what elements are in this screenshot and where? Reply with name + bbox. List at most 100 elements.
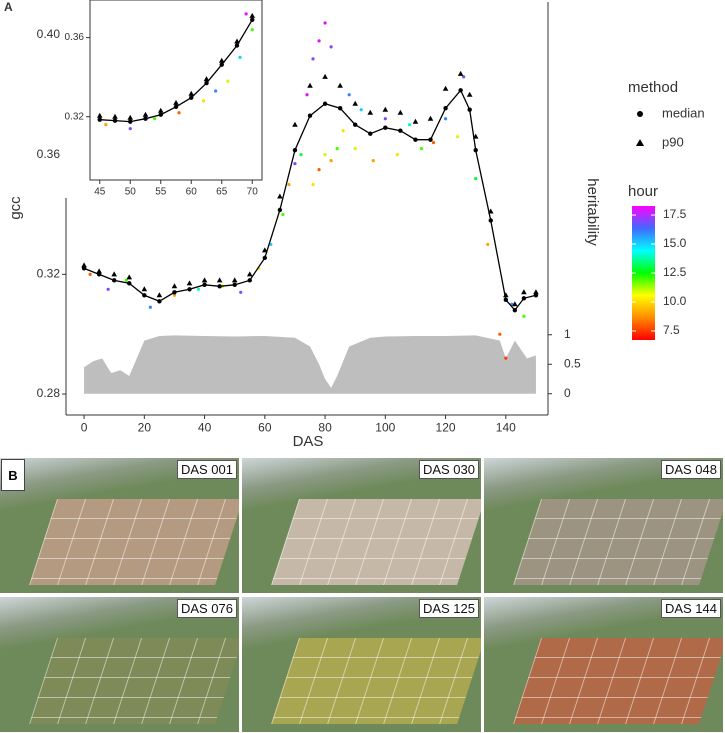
- median-marker: [458, 88, 463, 93]
- hour-point: [347, 93, 351, 97]
- median-marker: [307, 113, 313, 118]
- hour-point: [329, 159, 333, 163]
- median-marker: [277, 207, 283, 213]
- p90-marker: [218, 57, 225, 63]
- p90-marker: [521, 289, 527, 295]
- p90-marker: [157, 107, 164, 113]
- hour-point: [311, 182, 315, 187]
- colorbar-tick-label: 10.0: [663, 294, 687, 308]
- p90-marker: [466, 91, 473, 97]
- hour-point: [104, 123, 108, 127]
- y-tick-label: 0.32: [37, 267, 61, 281]
- p90-marker: [126, 274, 133, 280]
- hour-point: [407, 123, 412, 127]
- p90-marker: [186, 280, 193, 286]
- p90-marker: [382, 106, 389, 112]
- field: [512, 498, 723, 585]
- median-marker: [322, 101, 328, 106]
- y2-tick-label: 1: [564, 327, 571, 341]
- colorbar: [632, 206, 655, 340]
- p90-marker: [262, 247, 268, 253]
- plot-0: 0 0.5 1 0 20 40 60 80 100 120 140 0.28 0.32 0.36 0.40: [37, 2, 581, 434]
- median-marker: [234, 43, 240, 48]
- p90-marker: [173, 99, 179, 105]
- hour-point: [456, 135, 460, 139]
- p90-marker: [127, 114, 134, 120]
- y-axis-title: gcc: [7, 196, 24, 220]
- hour-point: [323, 21, 327, 25]
- plot-1: 45 50 55 60 65 70 0.32 0.36: [60, 0, 266, 198]
- inset-frame: [89, 0, 263, 181]
- inset-background: [60, 0, 266, 198]
- p90-marker: [367, 109, 374, 115]
- photo-label: DAS 001: [176, 460, 237, 479]
- x-tick-label: 80: [318, 420, 332, 434]
- photo-label: DAS 048: [660, 460, 721, 479]
- median-marker: [467, 107, 472, 112]
- x-tick-label: 45: [94, 187, 106, 198]
- hour-point: [177, 111, 181, 115]
- y2-tick-label: 0: [564, 386, 571, 400]
- median-marker: [383, 125, 388, 130]
- p90-marker: [277, 193, 283, 199]
- x-tick-label: 140: [496, 420, 516, 434]
- hour-point: [431, 141, 436, 145]
- legend-title: method: [628, 79, 678, 96]
- p90-marker: [292, 121, 298, 127]
- hour-point: [238, 55, 242, 59]
- legend-marker: [637, 111, 643, 117]
- median-marker: [232, 282, 237, 288]
- median-marker: [262, 255, 268, 261]
- median-marker: [488, 218, 493, 223]
- legend-marker: [636, 139, 644, 146]
- hour-point: [335, 147, 339, 151]
- x-axis-title: DAS: [293, 433, 324, 450]
- legend-label: p90: [662, 134, 684, 149]
- median-marker: [337, 106, 343, 111]
- hour-point: [153, 117, 157, 121]
- p90-marker: [249, 12, 256, 18]
- median-marker: [413, 137, 418, 142]
- x-tick-label: 60: [186, 187, 198, 198]
- x-tick-label: 55: [155, 187, 167, 198]
- p90-marker: [203, 76, 210, 82]
- hour-point: [239, 290, 243, 294]
- hour-point: [462, 75, 466, 79]
- hour-point: [172, 293, 177, 297]
- hour-point: [443, 117, 448, 121]
- hour-point: [214, 89, 218, 93]
- x-tick-label: 20: [138, 420, 152, 434]
- panel-label: B: [1, 459, 25, 491]
- hour-point: [323, 153, 327, 157]
- hour-point: [88, 272, 92, 276]
- photo: DAS 001: [0, 458, 239, 593]
- p90-marker: [442, 85, 449, 91]
- p90-marker: [322, 73, 328, 79]
- chart: A gcc heritability DAS method hour 0 0.5 1…: [4, 0, 705, 450]
- p90-marker: [231, 277, 238, 283]
- p90-marker: [487, 208, 494, 214]
- hour-point: [341, 129, 345, 133]
- median-marker: [473, 147, 478, 153]
- field: [270, 637, 481, 724]
- hour-point: [317, 39, 321, 43]
- median-marker: [189, 95, 194, 100]
- median-marker: [142, 293, 147, 298]
- y2-tick-label: 0.5: [564, 356, 581, 370]
- hour-point: [281, 212, 285, 217]
- median-marker: [292, 147, 298, 153]
- hour-point: [504, 356, 508, 360]
- hour-point: [329, 45, 333, 49]
- y-tick-label: 0.40: [37, 27, 61, 41]
- x-tick-label: 50: [125, 187, 137, 198]
- x-tick-label: 40: [198, 420, 212, 434]
- photo: DAS 048: [484, 458, 723, 593]
- median-marker: [368, 131, 373, 136]
- p90-marker: [201, 277, 208, 283]
- hour-point: [124, 278, 128, 282]
- p90-marker: [457, 70, 464, 76]
- y-tick-label: 0.32: [65, 111, 85, 122]
- photo: DAS 076: [0, 597, 239, 732]
- median-marker: [172, 290, 177, 295]
- photo: DAS 030: [242, 458, 481, 593]
